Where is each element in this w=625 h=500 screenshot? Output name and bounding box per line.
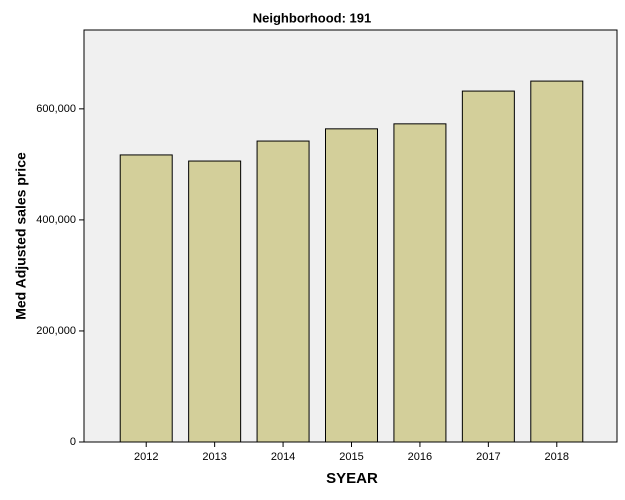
chart-title: Neighborhood: 191 bbox=[253, 10, 371, 25]
x-tick-label: 2013 bbox=[202, 451, 226, 463]
x-tick-label: 2018 bbox=[545, 451, 569, 463]
bar bbox=[256, 140, 310, 443]
bar bbox=[393, 123, 447, 443]
bar bbox=[530, 80, 584, 443]
bar bbox=[325, 128, 378, 443]
y-tick-label: 600,000 bbox=[36, 103, 76, 115]
x-tick-label: 2016 bbox=[408, 451, 432, 463]
x-tick-label: 2015 bbox=[339, 451, 363, 463]
y-tick-label: 0 bbox=[70, 436, 76, 448]
bar bbox=[461, 90, 515, 443]
x-tick-label: 2012 bbox=[134, 451, 158, 463]
x-axis-label: SYEAR bbox=[326, 470, 378, 487]
y-axis-label: Med Adjusted sales price bbox=[13, 152, 29, 320]
bar bbox=[188, 160, 242, 443]
x-tick-label: 2017 bbox=[476, 451, 500, 463]
bar bbox=[119, 154, 173, 443]
y-tick-label: 200,000 bbox=[36, 325, 76, 337]
x-tick-label: 2014 bbox=[271, 451, 295, 463]
y-tick-label: 400,000 bbox=[36, 214, 76, 226]
